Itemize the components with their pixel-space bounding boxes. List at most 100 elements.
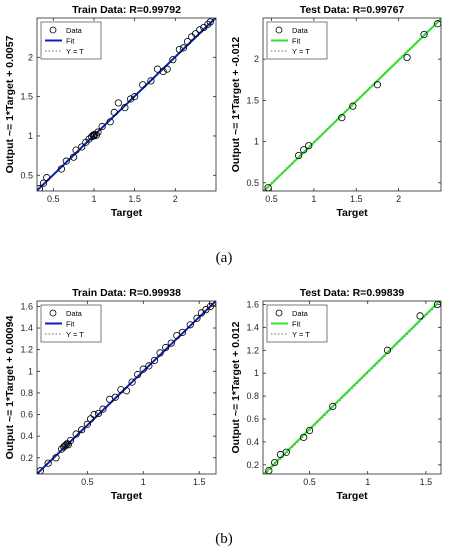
y-tick-label: 1 (28, 131, 33, 141)
panel-b-train-chart: 0.5 1 1.5 0.2 0.4 0.6 0.8 1 1.2 1.4 1.6 Train Data:… (4, 287, 217, 502)
panel-b-test-chart: 0.5 1 1.5 0.2 0.4 0.6 0.8 1 1.2 1.4 1.6 Test Data: … (230, 287, 442, 502)
data-point (373, 81, 382, 89)
x-axis-label: Target (336, 490, 368, 502)
y-tick-label: 0.8 (20, 388, 33, 398)
plot-inner (37, 301, 216, 474)
legend-label: Y = T (66, 47, 84, 56)
data-point (193, 314, 201, 322)
data-point (183, 37, 192, 46)
y-tick-label: 1.5 (246, 95, 259, 105)
y-axis-label: Output ~= 1*Target + 0.0057 (4, 35, 16, 173)
data-point (300, 433, 308, 441)
y-axis-label: Output ~= 1*Target + 0.00094 (4, 316, 16, 460)
y-tick-label: 0.5 (246, 178, 259, 188)
data-point (106, 118, 114, 126)
data-point (305, 142, 313, 150)
legend-label: Data (292, 309, 309, 318)
data-point (192, 30, 200, 38)
data-point (70, 153, 78, 161)
data-point (178, 328, 187, 336)
data-point (114, 99, 122, 107)
data-point (175, 45, 183, 54)
data-point (282, 448, 290, 456)
data-point (131, 93, 139, 101)
y-tick-label: 1 (254, 368, 259, 378)
panel-a-test-chart: 0.5 1 1.5 2 0.5 1 1.5 2 Test Data: R=0.99767 Targ… (230, 4, 442, 219)
legend-label: Data (66, 26, 83, 35)
x-tick-label: 1.5 (350, 194, 363, 204)
data-point (196, 26, 204, 34)
data-point (416, 312, 424, 320)
plot-inner (263, 18, 441, 191)
chart-title: Test Data: R=0.99767 (300, 4, 405, 16)
y-tick-label: 0.4 (246, 437, 259, 447)
legend-label: Fit (66, 320, 75, 329)
axes-box (262, 300, 442, 475)
x-tick-label: 0.5 (265, 194, 278, 204)
y-tick-label: 1.2 (246, 345, 259, 355)
data-point (44, 459, 52, 467)
axes-box (262, 17, 442, 192)
data-point (300, 146, 308, 154)
x-tick-label: 1 (365, 477, 370, 487)
y-tick-label: 1.6 (246, 299, 259, 309)
data-point (147, 77, 155, 85)
data-point (145, 362, 153, 370)
x-tick-label: 0.5 (81, 477, 94, 487)
data-point (139, 365, 147, 373)
x-tick-label: 1 (141, 477, 146, 487)
data-point (110, 108, 118, 116)
data-point (206, 18, 214, 26)
data-point (169, 56, 177, 64)
x-tick-label: 2 (173, 194, 178, 204)
data-point (37, 185, 44, 191)
x-tick-label: 1.5 (420, 477, 433, 487)
data-point (126, 95, 135, 103)
data-point (57, 165, 66, 173)
data-point (121, 104, 129, 112)
axes-box (36, 300, 217, 475)
y-tick-label: 1 (28, 366, 33, 376)
data-point (90, 410, 98, 419)
data-point (78, 426, 86, 434)
x-axis-label: Target (111, 207, 143, 219)
x-tick-label: 1.5 (193, 477, 206, 487)
y-tick-label: 0.4 (20, 431, 33, 441)
y-tick-label: 0.6 (246, 414, 259, 424)
fit-line (263, 18, 441, 191)
x-axis-label: Target (336, 207, 368, 219)
y-tick-label: 0.2 (20, 453, 33, 463)
panel-a-train-chart: 0.5 1 1.5 2 0.5 1 1.5 2 Train Data: R=0.99792 Tar… (4, 4, 217, 219)
data-point (78, 143, 86, 151)
data-point (349, 102, 357, 110)
data-point (159, 67, 167, 76)
data-point (72, 430, 80, 438)
y-tick-label: 1.4 (20, 323, 33, 333)
data-point (271, 458, 279, 467)
y-tick-label: 1.2 (20, 345, 33, 355)
y-tick-label: 1.5 (20, 92, 33, 102)
data-point (167, 339, 175, 347)
chart-title: Train Data: R=0.99792 (72, 4, 181, 16)
data-point (173, 331, 181, 340)
data-point (111, 393, 119, 401)
legend-label: Fit (292, 320, 301, 329)
data-point (62, 157, 70, 165)
data-point (98, 122, 106, 131)
data-point (150, 356, 159, 365)
data-point (305, 426, 314, 435)
y-axis-label: Output ~= 1*Target + 0.012 (230, 321, 242, 453)
data-point (163, 65, 171, 73)
legend-label: Y = T (66, 330, 84, 339)
legend-label: Y = T (292, 47, 310, 56)
legend-marker-data (275, 309, 283, 317)
y-tick-label: 1 (254, 137, 259, 147)
y-tick-label: 2 (254, 54, 259, 64)
data-point (338, 114, 346, 122)
y-tick-label: 2 (28, 52, 33, 62)
x-tick-label: 0.5 (303, 477, 316, 487)
data-point (383, 346, 392, 354)
